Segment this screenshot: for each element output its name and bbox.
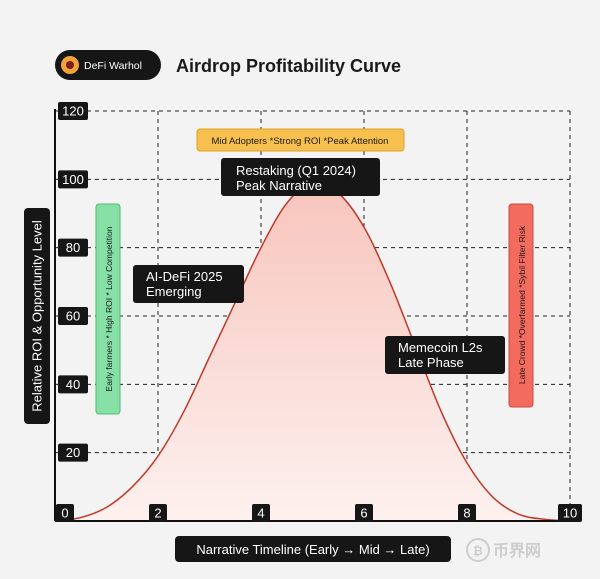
y-tick-label: 120: [58, 102, 88, 120]
svg-text:Peak Narrative: Peak Narrative: [236, 178, 322, 193]
svg-text:Narrative Timeline (Early → Mi: Narrative Timeline (Early → Mid → Late): [196, 542, 429, 557]
axes: [54, 109, 570, 522]
annotation-peak-narrative: Restaking (Q1 2024) Peak Narrative: [221, 158, 380, 196]
y-tick-label: 20: [58, 443, 88, 462]
chart-title: Airdrop Profitability Curve: [176, 56, 401, 76]
svg-text:Relative ROI & Opportunity Lev: Relative ROI & Opportunity Level: [30, 220, 45, 412]
svg-text:60: 60: [66, 309, 80, 324]
annotation-ai-defi: AI-DeFi 2025 Emerging: [133, 265, 244, 303]
x-tick-labels: 0 2 4 6 8 10: [56, 504, 582, 522]
x-tick-label: 0: [56, 504, 74, 522]
annotation-early-farmers: Early farmers * High ROI * Low Competiti…: [95, 203, 121, 415]
area-fill: [55, 182, 570, 521]
x-axis-label: Narrative Timeline (Early → Mid → Late): [175, 536, 451, 562]
x-tick-label: 2: [149, 504, 167, 522]
svg-text:4: 4: [257, 506, 264, 521]
svg-text:Late Crowd *Overfarmed *Sybil: Late Crowd *Overfarmed *Sybil Filter Ris…: [517, 225, 527, 384]
annotation-late-crowd: Late Crowd *Overfarmed *Sybil Filter Ris…: [508, 203, 534, 408]
svg-text:Emerging: Emerging: [146, 284, 202, 299]
x-tick-label: 4: [252, 504, 270, 522]
svg-text:Early farmers * High ROI * Low: Early farmers * High ROI * Low Competiti…: [104, 226, 114, 391]
y-tick-label: 60: [58, 307, 88, 325]
y-axis-label: Relative ROI & Opportunity Level: [24, 208, 50, 424]
x-tick-label: 6: [355, 504, 373, 522]
annotation-memecoin-l2s: Memecoin L2s Late Phase: [385, 336, 505, 374]
x-tick-label: 10: [558, 504, 582, 522]
watermark-logo-icon: [466, 538, 490, 562]
svg-text:10: 10: [563, 506, 577, 521]
svg-text:0: 0: [61, 506, 68, 521]
svg-text:Memecoin L2s: Memecoin L2s: [398, 340, 483, 355]
svg-text:2: 2: [154, 506, 161, 521]
svg-text:Mid Adopters *Strong ROI *Peak: Mid Adopters *Strong ROI *Peak Attention: [212, 136, 389, 147]
svg-text:8: 8: [463, 506, 470, 521]
watermark: ₿ 币界网: [466, 538, 541, 562]
svg-text:120: 120: [62, 104, 84, 119]
y-tick-label: 40: [58, 375, 88, 394]
svg-text:AI-DeFi 2025: AI-DeFi 2025: [146, 269, 223, 284]
y-tick-label: 80: [58, 238, 88, 257]
svg-text:Restaking (Q1 2024): Restaking (Q1 2024): [236, 163, 356, 178]
annotation-mid-adopters: Mid Adopters *Strong ROI *Peak Attention: [196, 128, 405, 152]
y-tick-labels: 20 40 60 80 100 120: [58, 102, 88, 462]
svg-text:40: 40: [66, 377, 80, 392]
x-tick-label: 8: [458, 504, 476, 522]
svg-text:100: 100: [62, 172, 84, 187]
svg-text:80: 80: [66, 240, 80, 255]
svg-text:币界网: 币界网: [493, 542, 541, 560]
svg-text:6: 6: [360, 506, 367, 521]
svg-text:Late Phase: Late Phase: [398, 355, 464, 370]
y-tick-label: 100: [58, 170, 88, 189]
brand-badge: DeFi Warhol: [55, 50, 161, 80]
svg-text:₿: ₿: [473, 544, 483, 558]
brand-name: DeFi Warhol: [84, 60, 142, 72]
svg-text:20: 20: [66, 445, 80, 460]
